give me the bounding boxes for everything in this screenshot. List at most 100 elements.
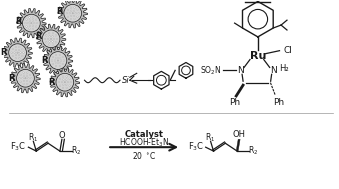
Circle shape	[56, 38, 58, 40]
Circle shape	[15, 54, 17, 56]
Circle shape	[26, 19, 27, 20]
Circle shape	[64, 82, 65, 83]
Circle shape	[36, 19, 37, 20]
Circle shape	[19, 77, 20, 79]
Text: Ru: Ru	[250, 51, 266, 61]
Circle shape	[59, 54, 60, 56]
Circle shape	[29, 81, 31, 82]
Circle shape	[18, 49, 20, 51]
Circle shape	[15, 46, 16, 48]
Circle shape	[71, 10, 72, 11]
Text: R: R	[57, 7, 63, 16]
Circle shape	[31, 22, 32, 24]
Circle shape	[66, 79, 67, 80]
Circle shape	[47, 38, 49, 40]
Circle shape	[67, 81, 68, 83]
Circle shape	[74, 7, 75, 8]
Circle shape	[23, 75, 25, 76]
Circle shape	[32, 20, 34, 21]
Text: Ph: Ph	[273, 98, 284, 107]
Text: HCOOH-Et$_3$N: HCOOH-Et$_3$N	[119, 137, 169, 149]
Circle shape	[74, 15, 75, 16]
Circle shape	[55, 42, 57, 43]
Circle shape	[53, 56, 54, 58]
Circle shape	[66, 13, 67, 14]
Circle shape	[77, 9, 78, 10]
Circle shape	[77, 16, 78, 17]
Circle shape	[52, 41, 53, 42]
Polygon shape	[43, 46, 73, 75]
Text: R: R	[1, 48, 7, 57]
Circle shape	[56, 57, 57, 59]
Text: SO$_2$N: SO$_2$N	[200, 64, 221, 77]
Circle shape	[61, 81, 63, 83]
Text: R$_2$: R$_2$	[71, 145, 81, 157]
Polygon shape	[3, 38, 32, 67]
Text: R: R	[35, 32, 41, 41]
Circle shape	[22, 49, 23, 50]
Circle shape	[29, 28, 30, 29]
Circle shape	[75, 13, 76, 14]
Circle shape	[57, 60, 59, 61]
Circle shape	[28, 77, 29, 79]
Circle shape	[42, 30, 60, 48]
Circle shape	[62, 56, 63, 58]
Circle shape	[56, 65, 57, 67]
Circle shape	[44, 38, 46, 40]
Text: N: N	[237, 66, 243, 75]
Circle shape	[15, 58, 16, 59]
Circle shape	[20, 74, 21, 75]
Text: Cl: Cl	[283, 46, 292, 55]
Text: F$_3$C: F$_3$C	[11, 141, 27, 153]
Circle shape	[56, 73, 74, 91]
Circle shape	[15, 49, 17, 51]
Circle shape	[23, 72, 24, 73]
Circle shape	[56, 54, 57, 56]
Circle shape	[32, 25, 34, 26]
Circle shape	[19, 58, 20, 59]
Text: OH: OH	[233, 130, 246, 139]
Text: Si: Si	[122, 76, 130, 85]
Polygon shape	[11, 64, 40, 93]
Circle shape	[54, 60, 56, 61]
Circle shape	[53, 63, 54, 65]
Text: R$_1$: R$_1$	[205, 131, 216, 144]
Circle shape	[14, 52, 15, 53]
Text: H₂: H₂	[280, 64, 289, 73]
Circle shape	[33, 28, 34, 29]
Polygon shape	[17, 8, 46, 38]
Circle shape	[36, 26, 37, 27]
Circle shape	[74, 10, 75, 11]
Circle shape	[34, 22, 35, 24]
Circle shape	[17, 69, 34, 87]
Circle shape	[25, 78, 26, 79]
Polygon shape	[36, 24, 66, 53]
Circle shape	[49, 52, 67, 69]
Text: O: O	[59, 131, 65, 140]
Circle shape	[56, 62, 57, 64]
Circle shape	[59, 65, 60, 67]
Circle shape	[23, 80, 25, 81]
Circle shape	[52, 33, 54, 34]
Circle shape	[69, 13, 71, 14]
Circle shape	[62, 63, 63, 65]
Text: R: R	[8, 74, 15, 83]
Circle shape	[69, 85, 70, 86]
Circle shape	[62, 87, 64, 88]
Circle shape	[51, 38, 52, 40]
Circle shape	[66, 76, 67, 77]
Circle shape	[69, 78, 70, 79]
Circle shape	[51, 60, 53, 61]
Text: F$_3$C: F$_3$C	[188, 141, 204, 153]
Circle shape	[52, 36, 53, 37]
Circle shape	[12, 55, 14, 57]
Circle shape	[70, 18, 72, 20]
Circle shape	[26, 83, 28, 84]
Circle shape	[20, 52, 21, 53]
Circle shape	[64, 4, 82, 22]
Circle shape	[67, 16, 68, 17]
Circle shape	[66, 87, 67, 88]
Circle shape	[67, 9, 68, 10]
Circle shape	[11, 52, 12, 53]
Text: R$_2$: R$_2$	[248, 145, 258, 157]
